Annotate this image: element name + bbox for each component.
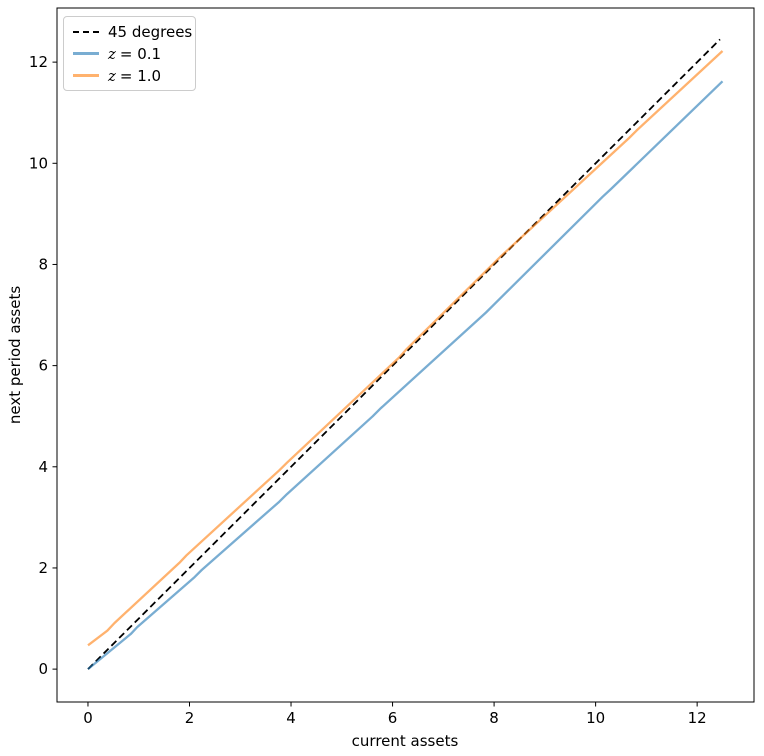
legend-math-var: z (108, 44, 116, 63)
x-tick-label: 10 (586, 709, 605, 727)
x-tick-label: 0 (83, 709, 93, 727)
legend-item-45-degrees: 45 degrees (73, 23, 192, 41)
x-tick-label: 2 (185, 709, 195, 727)
y-tick-label: 2 (38, 559, 48, 577)
series-z-1-0 (87, 50, 724, 647)
legend-item-z-0-1: z = 0.1 (73, 45, 185, 63)
x-tick-label: 12 (688, 709, 707, 727)
legend: 45 degrees z = 0.1 z = 1.0 (63, 16, 196, 91)
orange-line-icon (73, 74, 99, 77)
legend-text: = 1.0 (119, 66, 162, 85)
y-tick-label: 12 (29, 53, 48, 71)
y-tick-label: 0 (38, 660, 48, 678)
legend-item-z-1-0: z = 1.0 (73, 67, 185, 85)
x-tick-label: 6 (388, 709, 398, 727)
legend-label: z = 0.1 (108, 45, 161, 63)
blue-line-icon (73, 52, 99, 55)
x-tick-label: 8 (489, 709, 499, 727)
plot-series (87, 38, 724, 670)
x-axis-label: current assets (352, 732, 459, 750)
y-tick-label: 4 (38, 458, 48, 476)
axis-ticks: 0 2 4 6 8 10 12 0 2 4 6 8 10 12 (29, 53, 707, 727)
dashed-line-icon (73, 30, 99, 33)
legend-text: 45 degrees (108, 22, 193, 41)
y-tick-label: 8 (38, 255, 48, 273)
series-z-0-1 (87, 80, 724, 670)
y-tick-label: 10 (29, 154, 48, 172)
legend-text: = 0.1 (119, 44, 162, 63)
y-tick-label: 6 (38, 357, 48, 375)
y-axis-label: next period assets (6, 286, 24, 424)
series-45-degrees (87, 38, 721, 670)
legend-label: z = 1.0 (108, 67, 161, 85)
legend-label: 45 degrees (108, 23, 192, 41)
legend-math-var: z (108, 66, 116, 85)
x-tick-label: 4 (286, 709, 296, 727)
plot-border (56, 7, 755, 703)
